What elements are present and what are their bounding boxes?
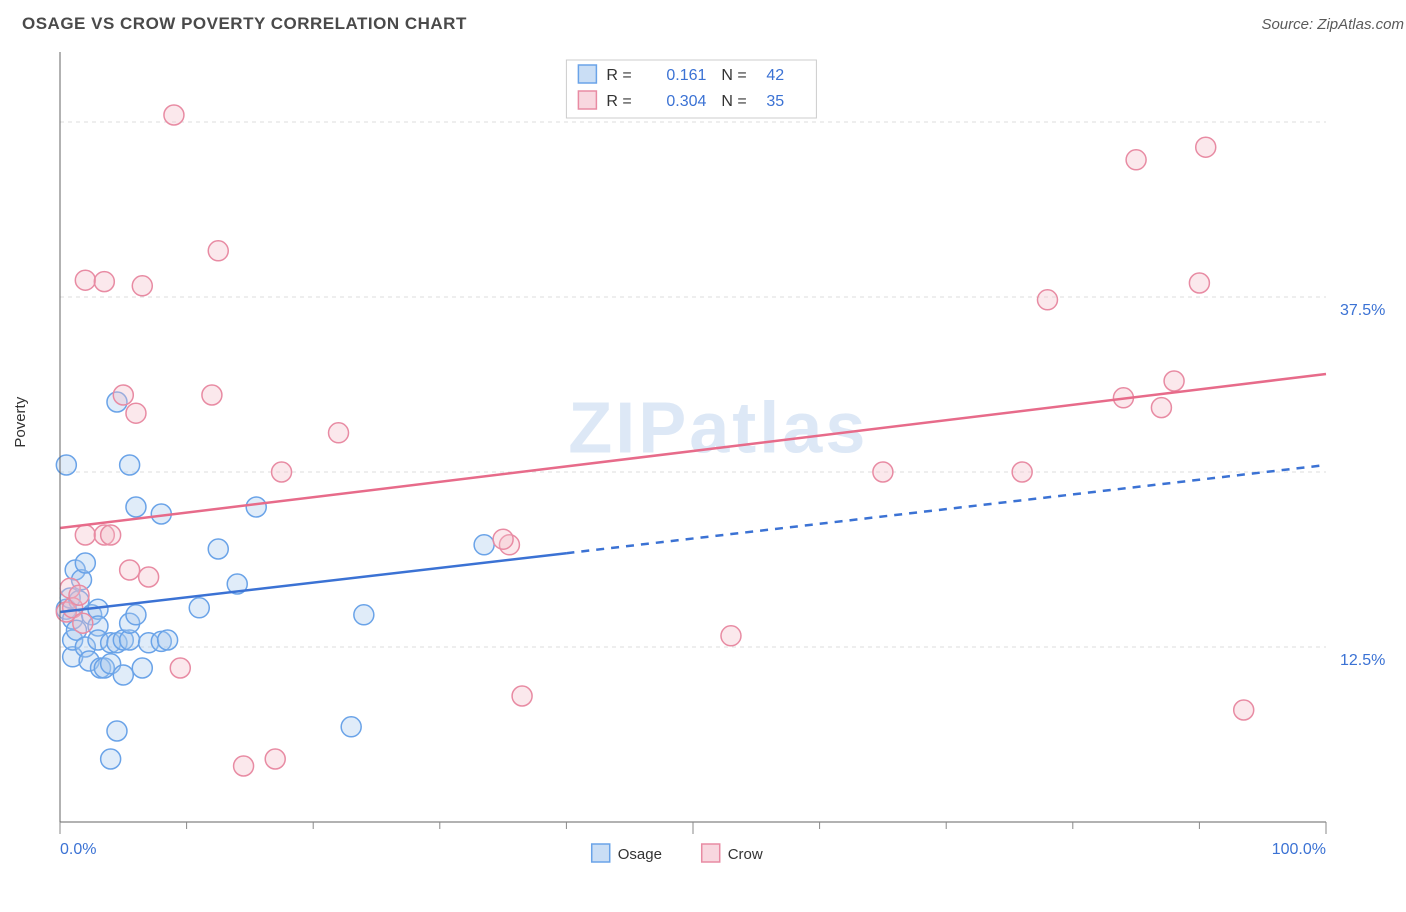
chart-title: OSAGE VS CROW POVERTY CORRELATION CHART xyxy=(22,14,467,34)
scatter-point xyxy=(75,553,95,573)
scatter-point xyxy=(512,686,532,706)
svg-text:12.5%: 12.5% xyxy=(1340,652,1385,669)
series-legend: Osage Crow xyxy=(592,844,763,863)
scatter-point xyxy=(164,105,184,125)
scatter-point xyxy=(75,525,95,545)
scatter-point xyxy=(69,585,89,605)
scatter-point xyxy=(493,529,513,549)
svg-text:0.304: 0.304 xyxy=(666,93,706,110)
scatter-point xyxy=(354,605,374,625)
scatter-point xyxy=(234,756,254,776)
scatter-point xyxy=(208,539,228,559)
scatter-point xyxy=(120,455,140,475)
trend-line-extrapolated xyxy=(566,465,1326,553)
scatter-point xyxy=(1196,137,1216,157)
scatter-point xyxy=(1012,462,1032,482)
scatter-point xyxy=(101,749,121,769)
scatter-point xyxy=(126,403,146,423)
svg-text:Osage: Osage xyxy=(618,846,662,863)
scatter-point xyxy=(1151,398,1171,418)
svg-text:N =: N = xyxy=(721,93,746,110)
scatter-point xyxy=(126,605,146,625)
scatter-point xyxy=(73,613,93,633)
svg-text:R =: R = xyxy=(606,67,631,84)
scatter-point xyxy=(246,497,266,517)
scatter-point xyxy=(170,658,190,678)
scatter-point xyxy=(113,665,133,685)
chart-container: OSAGE VS CROW POVERTY CORRELATION CHART … xyxy=(10,10,1406,902)
scatter-point xyxy=(1126,150,1146,170)
scatter-point xyxy=(158,630,178,650)
svg-text:Crow: Crow xyxy=(728,846,763,863)
y-axis-label: Poverty xyxy=(12,397,29,448)
scatter-point xyxy=(120,560,140,580)
scatter-point xyxy=(189,598,209,618)
scatter-point xyxy=(101,525,121,545)
scatter-point xyxy=(721,626,741,646)
scatter-point xyxy=(75,270,95,290)
scatter-chart: 12.5% 37.5% ZIPatlas 0.0% 100.0% R = 0.161 N = 4… xyxy=(10,42,1406,892)
svg-text:100.0%: 100.0% xyxy=(1272,841,1326,858)
scatter-point xyxy=(265,749,285,769)
scatter-point xyxy=(107,721,127,741)
scatter-point xyxy=(474,535,494,555)
svg-text:35: 35 xyxy=(766,93,784,110)
svg-text:0.161: 0.161 xyxy=(666,67,706,84)
scatter-point xyxy=(132,658,152,678)
scatter-point xyxy=(1189,273,1209,293)
watermark: ZIPatlas xyxy=(568,388,868,468)
scatter-point xyxy=(272,462,292,482)
scatter-point xyxy=(139,567,159,587)
chart-area: Poverty 12.5% 37.5% ZIPatlas 0.0% 100.0% R = 0… xyxy=(10,42,1406,894)
scatter-point xyxy=(126,497,146,517)
chart-header: OSAGE VS CROW POVERTY CORRELATION CHART … xyxy=(10,10,1406,42)
scatter-point xyxy=(1164,371,1184,391)
chart-source: Source: ZipAtlas.com xyxy=(1261,16,1404,33)
svg-text:37.5%: 37.5% xyxy=(1340,302,1385,319)
scatter-point xyxy=(113,385,133,405)
scatter-point xyxy=(208,241,228,261)
scatter-point xyxy=(341,717,361,737)
svg-text:42: 42 xyxy=(766,67,784,84)
svg-text:R =: R = xyxy=(606,93,631,110)
scatter-point xyxy=(94,272,114,292)
scatter-point xyxy=(1234,700,1254,720)
scatter-point xyxy=(202,385,222,405)
scatter-point xyxy=(132,276,152,296)
scatter-point xyxy=(56,455,76,475)
svg-text:N =: N = xyxy=(721,67,746,84)
svg-text:0.0%: 0.0% xyxy=(60,841,96,858)
scatter-point xyxy=(1037,290,1057,310)
scatter-point xyxy=(329,423,349,443)
scatter-point xyxy=(873,462,893,482)
